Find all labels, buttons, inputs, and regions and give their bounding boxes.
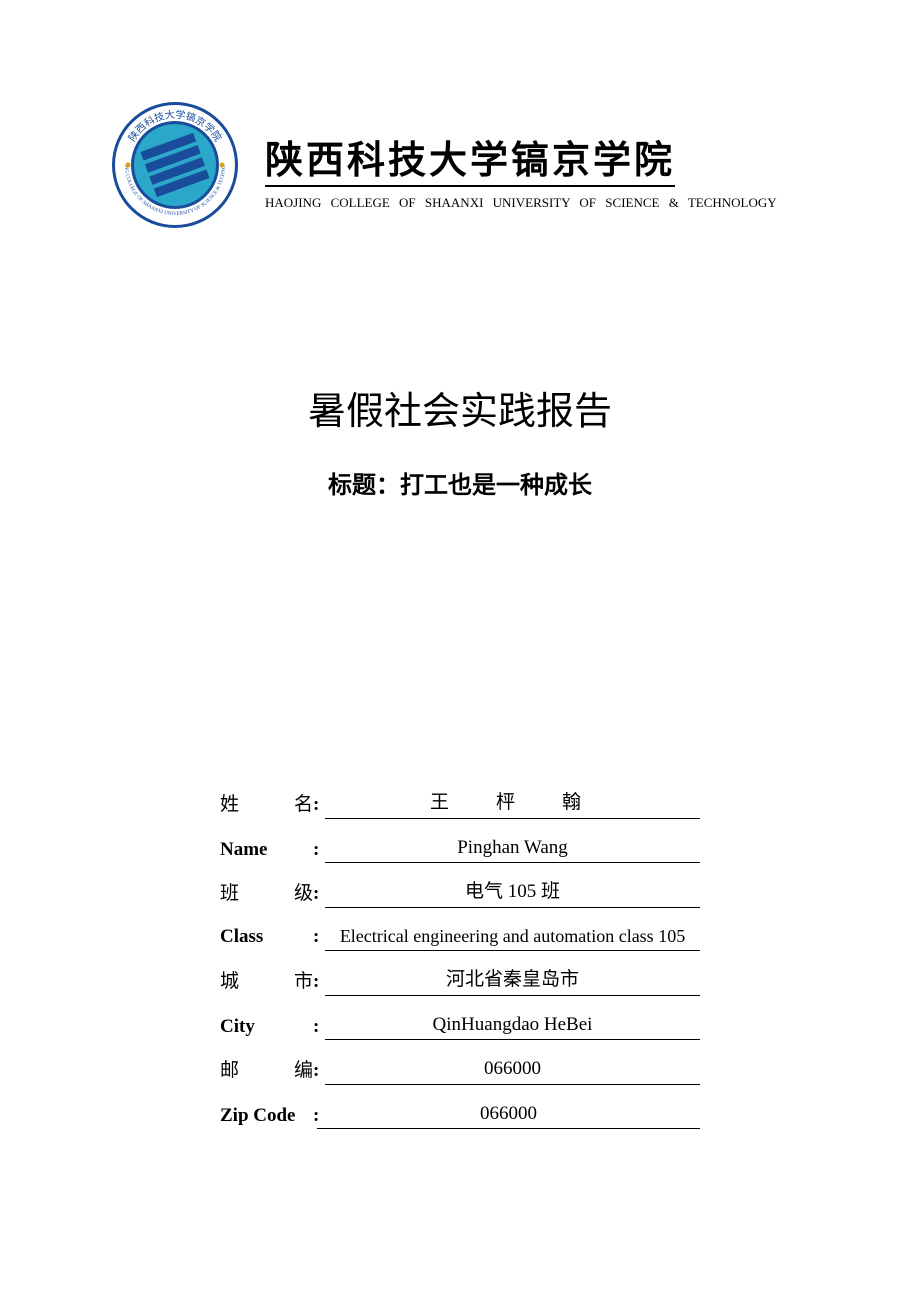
label-zip-en: Zip Code (220, 1103, 313, 1130)
info-row-city-en: City : QinHuangdao HeBei (220, 1012, 700, 1041)
value-name-cn: 王 枰 翰 (325, 790, 700, 819)
info-row-name-en: Name : Pinghan Wang (220, 835, 700, 864)
colon: : (313, 969, 325, 996)
value-zip-cn: 066000 (325, 1056, 700, 1085)
value-zip-en: 066000 (317, 1101, 700, 1130)
colon: : (313, 1014, 325, 1041)
report-title: 暑假社会实践报告 (110, 380, 810, 435)
value-class-cn: 电气 105 班 (325, 879, 700, 908)
college-name-en: HAOJING COLLEGE OF SHAANXI UNIVERSITY OF… (265, 195, 810, 211)
colon: : (313, 881, 325, 908)
colon: : (313, 837, 325, 864)
college-name-cn: 陕西科技大学镐京学院 (265, 129, 810, 187)
label-class-cn: 班级 (220, 881, 313, 908)
info-row-name-cn: 姓名 : 王 枰 翰 (220, 790, 700, 819)
info-row-class-cn: 班级 : 电气 105 班 (220, 879, 700, 908)
label-name-en: Name (220, 837, 313, 864)
colon: : (313, 1058, 325, 1085)
info-row-class-en: Class : Electrical engineering and autom… (220, 924, 700, 951)
label-city-cn: 城市 (220, 969, 313, 996)
info-block: 姓名 : 王 枰 翰 Name : Pinghan Wang 班级 : 电气 1… (220, 790, 700, 1129)
label-zip-cn: 邮编 (220, 1058, 313, 1085)
label-name-cn: 姓名 (220, 792, 313, 819)
info-row-city-cn: 城市 : 河北省秦皇岛市 (220, 967, 700, 996)
report-subtitle: 标题：打工也是一种成长 (110, 465, 810, 500)
colon: : (313, 792, 325, 819)
info-row-zip-cn: 邮编 : 066000 (220, 1056, 700, 1085)
value-name-en: Pinghan Wang (325, 835, 700, 864)
document-page: 陕西科技大学镐京学院 HAOJING COLLEGE OF SHAANXI UN… (0, 0, 920, 1129)
college-logo: 陕西科技大学镐京学院 HAOJING COLLEGE OF SHAANXI UN… (110, 100, 240, 230)
value-city-en: QinHuangdao HeBei (325, 1012, 700, 1041)
value-city-cn: 河北省秦皇岛市 (325, 967, 700, 996)
value-class-en: Electrical engineering and automation cl… (325, 924, 700, 951)
college-name-block: 陕西科技大学镐京学院 HAOJING COLLEGE OF SHAANXI UN… (265, 119, 810, 211)
label-city-en: City (220, 1014, 313, 1041)
info-row-zip-en: Zip Code : 066000 (220, 1101, 700, 1130)
header: 陕西科技大学镐京学院 HAOJING COLLEGE OF SHAANXI UN… (110, 100, 810, 230)
label-class-en: Class (220, 924, 313, 951)
colon: : (313, 924, 325, 951)
